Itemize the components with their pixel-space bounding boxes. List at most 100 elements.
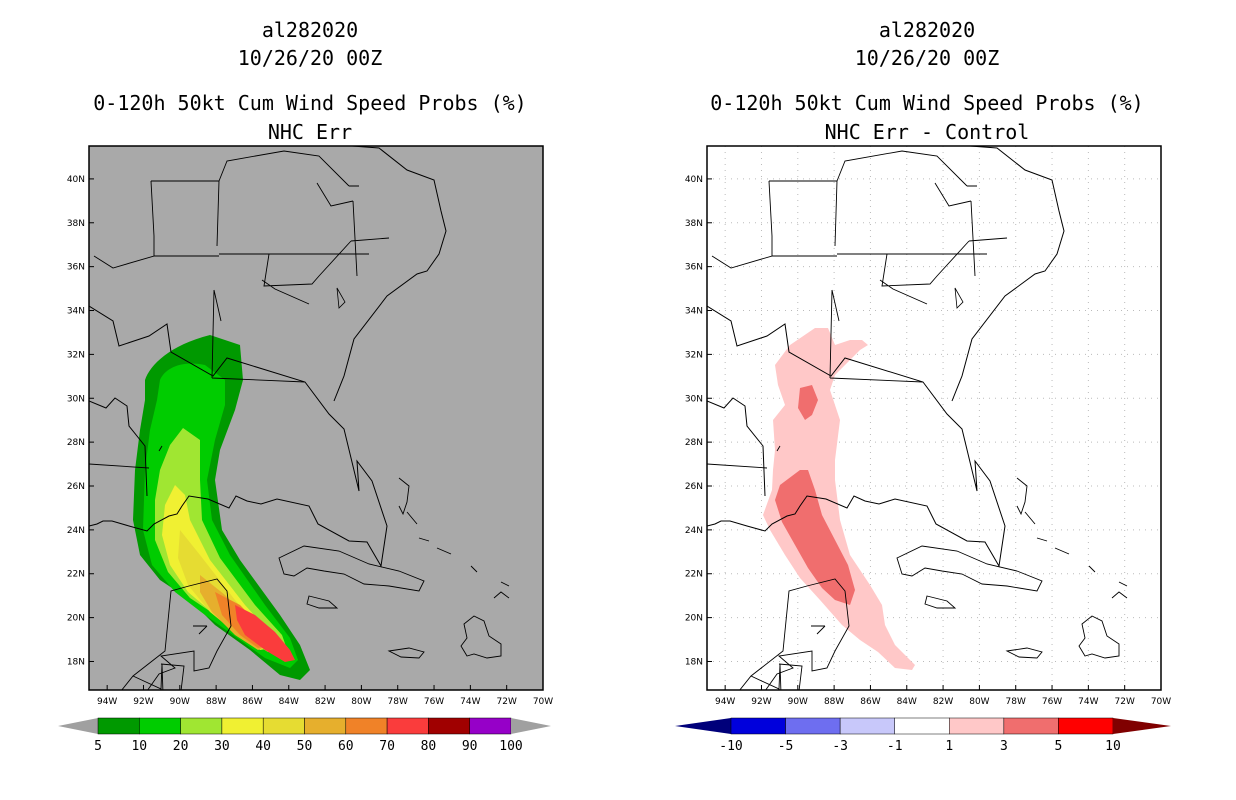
lon-label: 86W — [242, 697, 262, 707]
right-colorbar-label: -1 — [887, 739, 903, 754]
left-colorbar-label: 5 — [94, 739, 102, 754]
left-colorbar-swatch — [97, 717, 140, 735]
left-colorbar-label: 30 — [214, 739, 230, 754]
right-colorbar-swatch — [785, 717, 841, 735]
left-probability-contours — [133, 335, 310, 680]
left-subtitle: NHC Err — [267, 120, 353, 144]
left-contour-70 — [235, 605, 295, 662]
left-colorbar: 5 10 20 30 40 50 60 70 80 90 100 — [58, 717, 551, 754]
right-colorbar-label: 10 — [1105, 739, 1121, 754]
lat-label: 20N — [685, 614, 703, 624]
lat-label: 18N — [67, 657, 85, 667]
lat-label: 38N — [685, 219, 703, 229]
lat-label: 36N — [67, 263, 85, 273]
lon-label: 90W — [788, 697, 808, 707]
right-product-title: 0-120h 50kt Cum Wind Speed Probs (%) — [710, 91, 1144, 115]
lon-label: 88W — [824, 697, 844, 707]
left-storm-id: al282020 — [261, 18, 359, 42]
lon-label: 94W — [97, 697, 117, 707]
left-colorbar-label: 20 — [173, 739, 189, 754]
right-colorbar-label: -5 — [778, 739, 794, 754]
lat-label: 32N — [67, 350, 85, 360]
lon-label: 76W — [1042, 697, 1062, 707]
right-contour-1-3 — [763, 328, 915, 670]
right-colorbar-label: 1 — [945, 739, 953, 754]
left-colorbar-label: 40 — [255, 739, 271, 754]
left-map-plot — [88, 145, 544, 691]
lat-label: 18N — [685, 657, 703, 667]
right-colorbar-label: 3 — [1000, 739, 1008, 754]
left-colorbar-low-arrow — [58, 718, 98, 734]
lon-label: 86W — [860, 697, 880, 707]
right-colorbar-swatch — [949, 717, 1005, 735]
lat-label: 24N — [685, 526, 703, 536]
lat-label: 40N — [67, 175, 85, 185]
right-colorbar-label: 5 — [1055, 739, 1063, 754]
left-colorbar-swatch — [180, 717, 223, 735]
lat-label: 36N — [685, 263, 703, 273]
right-colorbar-high-arrow — [1113, 718, 1171, 734]
left-colorbar-high-arrow — [511, 718, 551, 734]
left-colorbar-label: 80 — [421, 739, 437, 754]
left-colorbar-swatch — [304, 717, 347, 735]
lon-label: 78W — [388, 697, 408, 707]
right-datetime: 10/26/20 00Z — [854, 46, 1000, 70]
lon-label: 82W — [933, 697, 953, 707]
right-map-plot — [706, 145, 1162, 691]
left-colorbar-label: 70 — [379, 739, 395, 754]
lat-label: 22N — [685, 570, 703, 580]
left-contour-20 — [155, 428, 288, 656]
map-axes: 18N 18N 20N 20N 22N 22N 24N 24N 26N 26N 28N 28N 30N 3… — [67, 175, 1171, 707]
lon-label: 92W — [751, 697, 771, 707]
lat-label: 22N — [67, 570, 85, 580]
left-colorbar-swatch — [221, 717, 264, 735]
lon-label: 88W — [206, 697, 226, 707]
left-colorbar-label: 50 — [297, 739, 313, 754]
lat-label: 24N — [67, 526, 85, 536]
right-colorbar-swatch — [894, 717, 950, 735]
right-subtitle: NHC Err - Control — [824, 120, 1030, 144]
lat-label: 40N — [685, 175, 703, 185]
lon-label: 90W — [170, 697, 190, 707]
lon-label: 74W — [1078, 697, 1098, 707]
lat-label: 28N — [67, 438, 85, 448]
left-datetime: 10/26/20 00Z — [237, 46, 383, 70]
left-colorbar-label: 100 — [499, 739, 522, 754]
lon-label: 74W — [460, 697, 480, 707]
lon-label: 72W — [1115, 697, 1135, 707]
right-colorbar-label: -3 — [832, 739, 848, 754]
lon-label: 84W — [897, 697, 917, 707]
right-contour-3-5-north — [798, 385, 818, 420]
left-product-title: 0-120h 50kt Cum Wind Speed Probs (%) — [93, 91, 527, 115]
lon-label: 94W — [715, 697, 735, 707]
right-colorbar-swatch — [1058, 717, 1114, 735]
right-colorbar-low-arrow — [675, 718, 731, 734]
right-colorbar: -10 -5 -3 -1 1 3 5 10 — [675, 717, 1171, 754]
lon-label: 72W — [497, 697, 517, 707]
left-contour-30 — [162, 485, 280, 652]
lon-label: 80W — [969, 697, 989, 707]
left-colorbar-swatch — [139, 717, 181, 735]
lat-label: 34N — [67, 307, 85, 317]
left-colorbar-label: 90 — [462, 739, 478, 754]
right-colorbar-swatch — [1003, 717, 1059, 735]
left-colorbar-swatch — [469, 717, 512, 735]
left-map-frame — [88, 145, 544, 691]
lat-label: 38N — [67, 219, 85, 229]
left-colorbar-label: 10 — [131, 739, 147, 754]
lon-label: 76W — [424, 697, 444, 707]
right-colorbar-swatch — [839, 717, 895, 735]
lat-label: 26N — [685, 482, 703, 492]
lat-label: 26N — [67, 482, 85, 492]
left-colorbar-swatch — [428, 717, 470, 735]
right-colorbar-swatch — [730, 717, 786, 735]
lon-label: 70W — [533, 697, 553, 707]
lat-label: 30N — [685, 394, 703, 404]
lon-label: 82W — [315, 697, 335, 707]
right-difference-contours — [763, 328, 915, 670]
lat-label: 28N — [685, 438, 703, 448]
lon-label: 78W — [1006, 697, 1026, 707]
right-map-frame — [706, 145, 1162, 691]
lon-label: 84W — [279, 697, 299, 707]
